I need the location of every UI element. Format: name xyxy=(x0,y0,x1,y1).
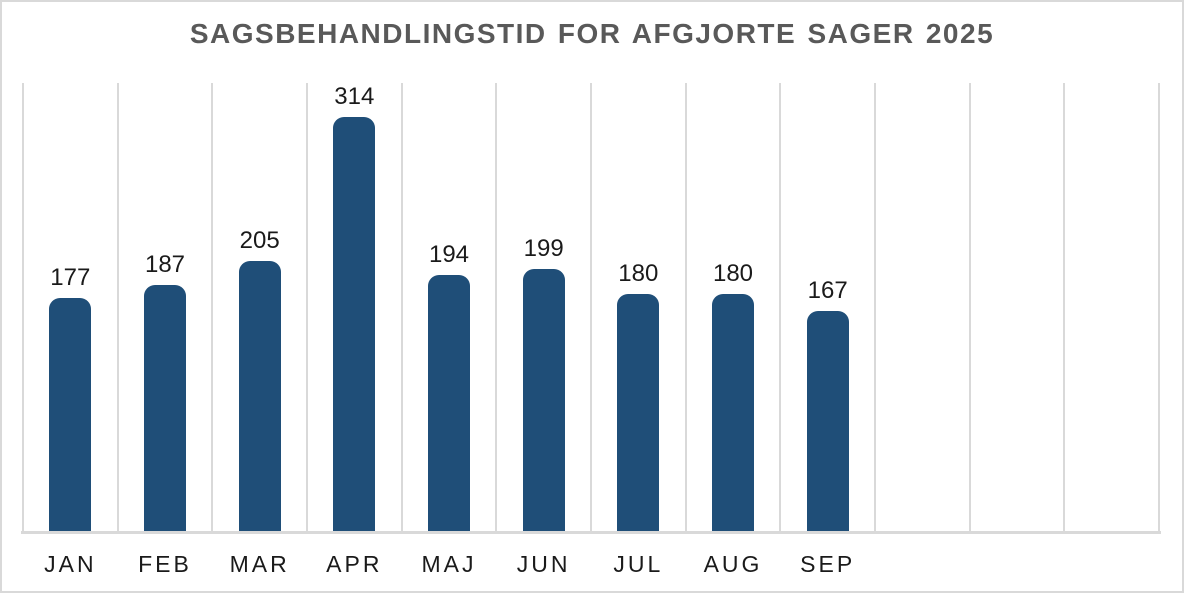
gridline xyxy=(684,83,687,531)
gridline xyxy=(874,83,876,531)
x-axis-label: MAJ xyxy=(421,551,477,577)
bar-value-label: 167 xyxy=(807,277,848,304)
bar-value-label: 177 xyxy=(50,263,91,291)
x-axis-label: JUN xyxy=(516,551,571,577)
gridline xyxy=(306,83,308,531)
gridline xyxy=(779,83,782,531)
gridline xyxy=(211,83,214,531)
gridline xyxy=(116,83,119,531)
x-axis-label: FEB xyxy=(138,551,192,577)
bar-value-label: 180 xyxy=(712,259,754,287)
bar-value-label: 187 xyxy=(144,250,186,278)
plot-area: 177 187 205 314 194 199 180 180 167 xyxy=(21,83,1161,534)
bar xyxy=(49,297,92,531)
x-axis-label: AUG xyxy=(703,551,763,577)
gridline xyxy=(1063,83,1066,531)
gridline xyxy=(495,83,498,531)
gridline xyxy=(400,83,403,531)
bar xyxy=(712,293,754,531)
x-axis-label: JAN xyxy=(44,551,97,577)
bar xyxy=(144,284,186,531)
bar xyxy=(806,311,849,531)
bar-value-label: 314 xyxy=(334,83,375,111)
x-axis-line xyxy=(21,531,1161,534)
x-axis-label: MAR xyxy=(229,551,290,577)
x-axis-labels: JAN FEB MAR APR MAJ JUN JUL AUG SEP xyxy=(23,551,1159,581)
x-axis-label: SEP xyxy=(800,551,856,577)
chart-title: SAGSBEHANDLINGSTID FOR AFGJORTE SAGER 20… xyxy=(189,18,995,49)
bar-value-label: 180 xyxy=(618,259,659,287)
bar xyxy=(428,275,470,531)
bar-value-label: 205 xyxy=(239,226,280,254)
bar-value-label: 194 xyxy=(428,241,470,269)
bar-value-label: 199 xyxy=(523,234,564,262)
bar xyxy=(617,293,660,531)
bar xyxy=(333,117,376,531)
gridline xyxy=(22,83,24,531)
bar xyxy=(522,268,565,531)
gridline xyxy=(968,83,971,531)
x-axis-label: APR xyxy=(326,551,383,577)
x-axis-label: JUL xyxy=(613,551,664,577)
bar xyxy=(238,260,281,531)
gridline xyxy=(1158,83,1160,531)
gridline xyxy=(590,83,592,531)
